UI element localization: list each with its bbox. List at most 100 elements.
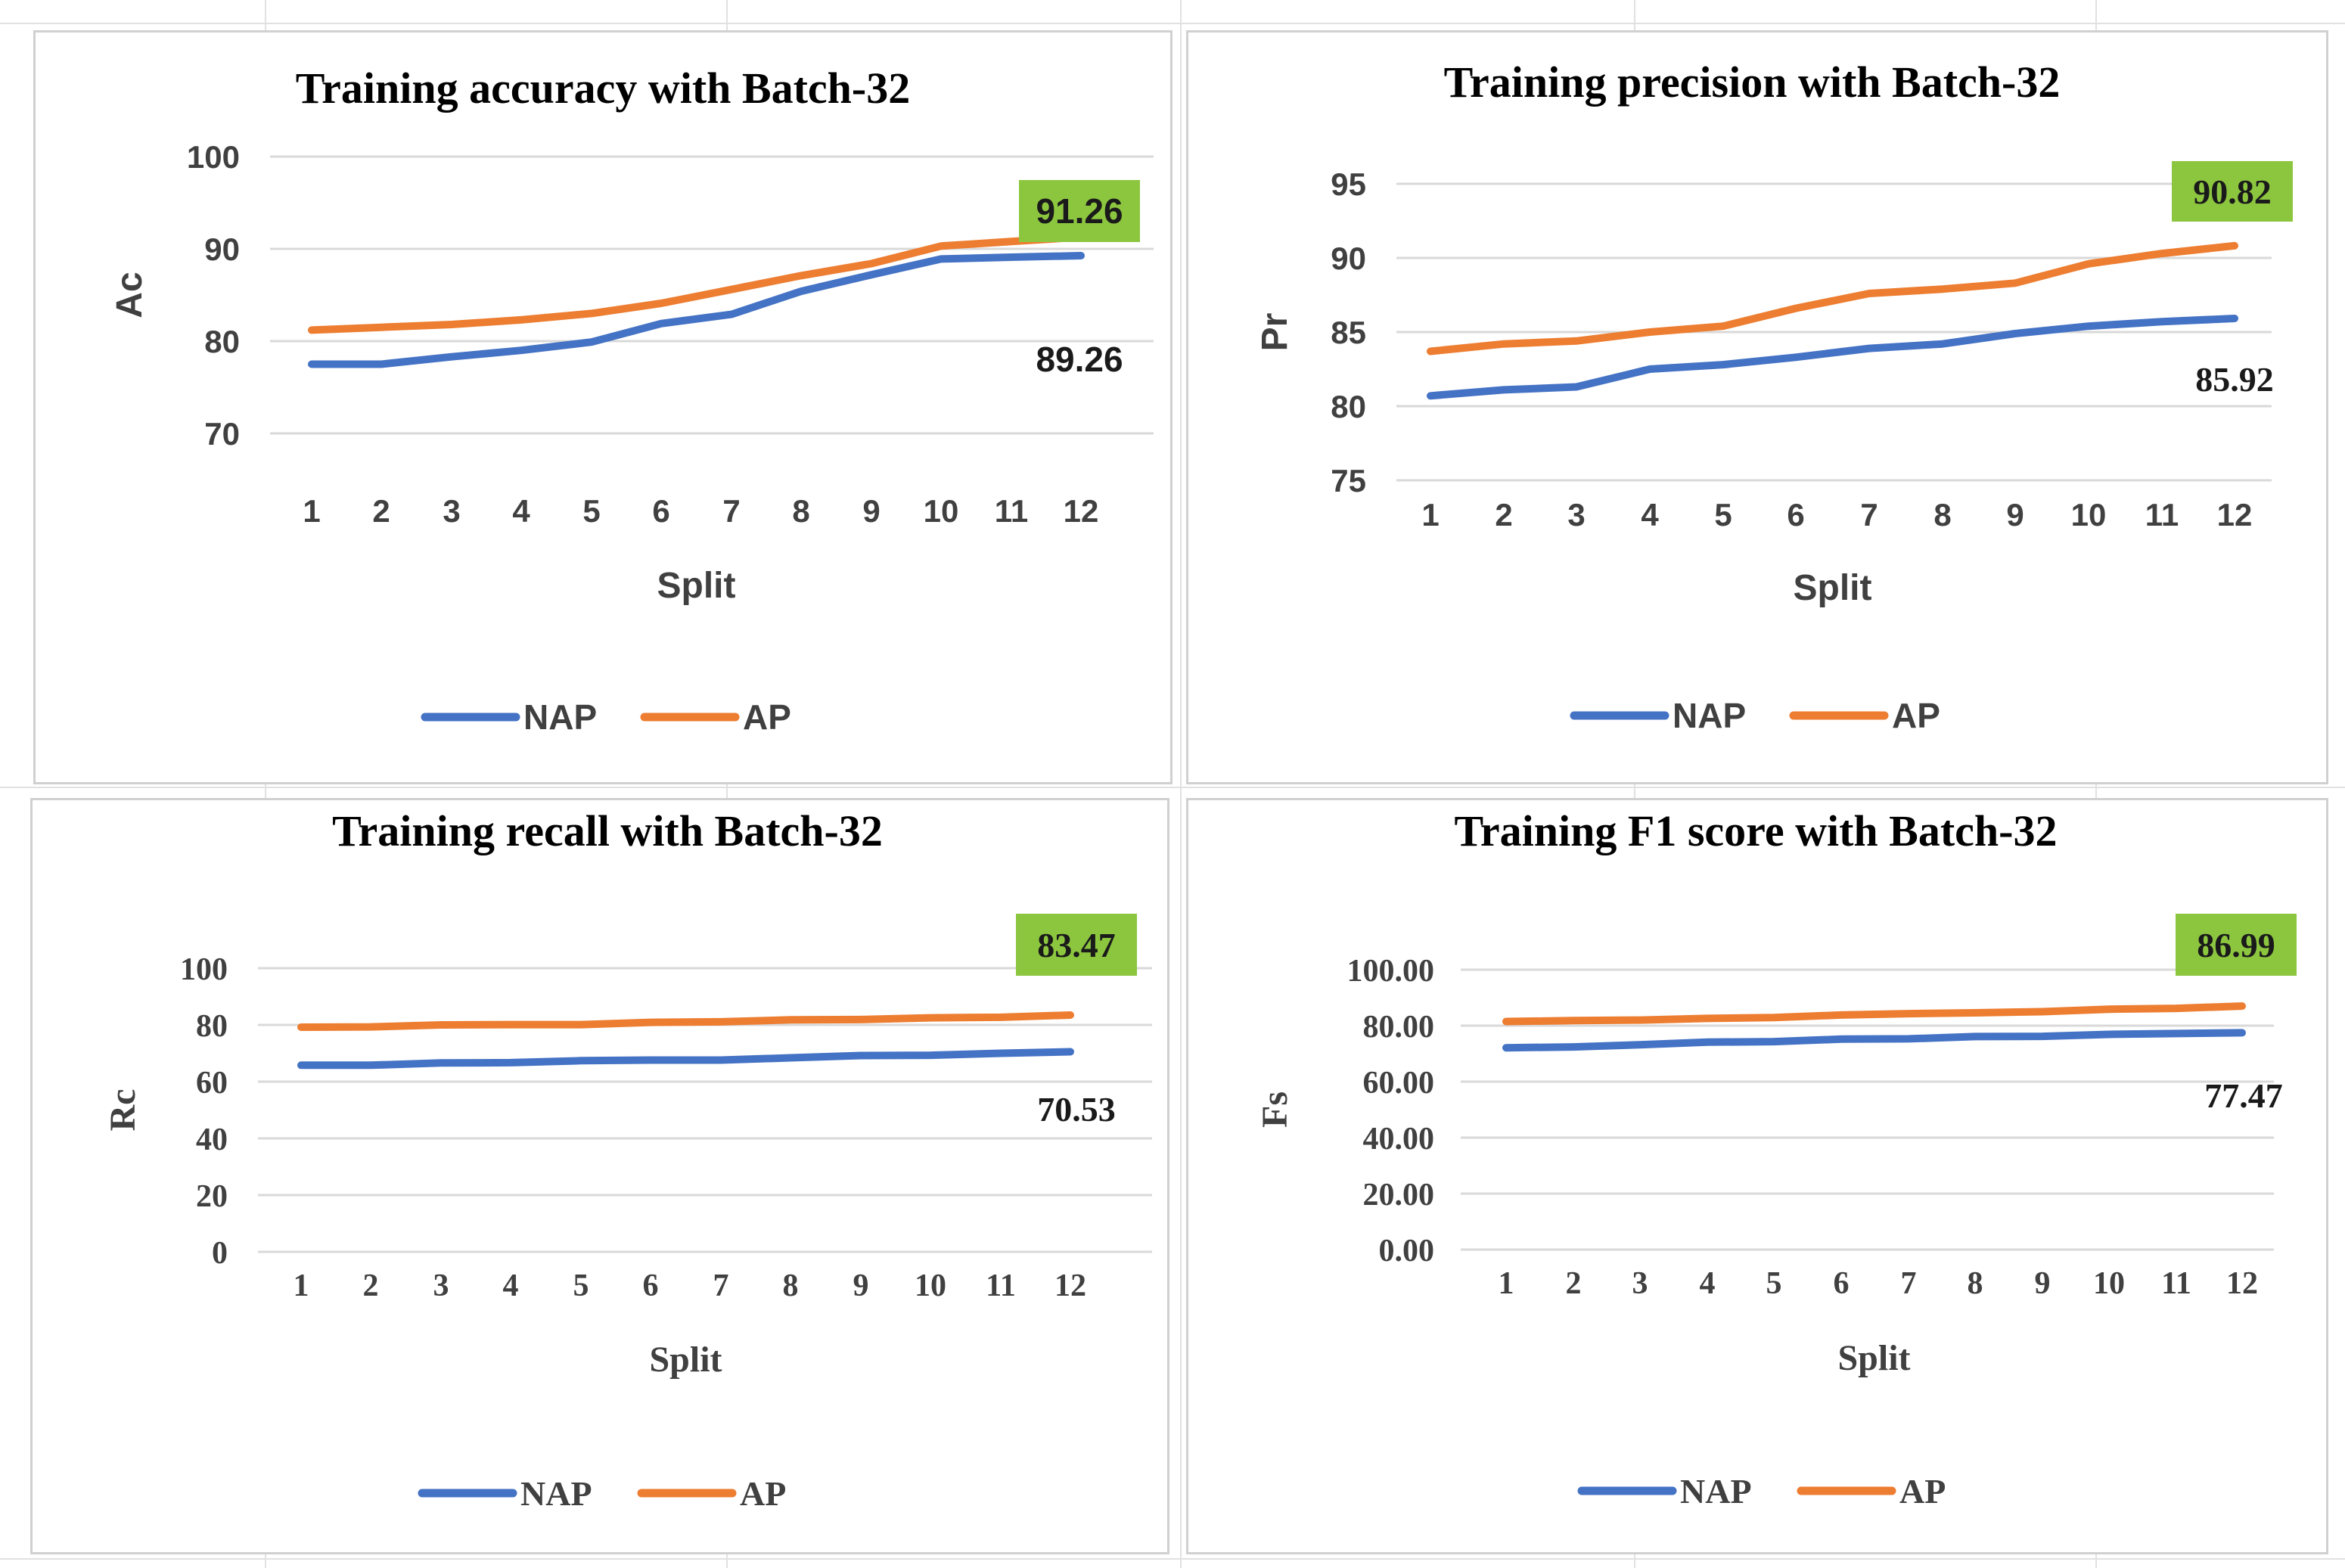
nap-end-label: 89.26 xyxy=(1036,340,1123,379)
y-tick-label: 20 xyxy=(196,1179,228,1214)
x-tick-label: 1 xyxy=(294,1268,309,1303)
x-tick-label: 4 xyxy=(503,1268,519,1303)
x-tick-label: 3 xyxy=(433,1268,449,1303)
x-tick-label: 5 xyxy=(1714,497,1732,532)
x-tick-label: 1 xyxy=(303,493,320,529)
y-tick-label: 90 xyxy=(1331,241,1366,276)
x-tick-label: 7 xyxy=(1901,1266,1917,1301)
x-tick-label: 12 xyxy=(2226,1266,2258,1301)
chart-f1-score[interactable]: Training F1 score with Batch-32 0.00 20.00… xyxy=(1186,798,2328,1554)
y-tick-label: 80.00 xyxy=(1363,1010,1435,1045)
ap-end-label: 83.47 xyxy=(1037,926,1116,964)
series-line-nap[interactable] xyxy=(297,1048,1074,1070)
nap-end-label: 77.47 xyxy=(2204,1076,2283,1115)
y-tick-label: 80 xyxy=(196,1009,228,1044)
x-tick-label: 4 xyxy=(1641,497,1659,532)
x-tick-label: 2 xyxy=(1566,1266,1582,1301)
nap-end-label: 70.53 xyxy=(1037,1090,1116,1129)
y-tick-label: 80 xyxy=(1331,389,1366,424)
sheet-gridline xyxy=(0,1558,2345,1560)
series-line-ap[interactable] xyxy=(297,1011,1074,1031)
chart-svg: Training recall with Batch-32 0 20 40 60 80 10… xyxy=(103,806,1152,1513)
y-axis-label: Fs xyxy=(1255,1091,1295,1128)
legend-label-nap[interactable]: NAP xyxy=(1680,1472,1752,1511)
x-tick-label: 7 xyxy=(722,493,740,529)
ap-end-label-box xyxy=(2176,914,2297,976)
ap-end-label: 86.99 xyxy=(2197,926,2275,964)
x-tick-label: 8 xyxy=(792,493,809,529)
x-tick-label: 2 xyxy=(372,493,390,529)
y-tick-label: 0.00 xyxy=(1379,1234,1435,1268)
series-line-ap[interactable] xyxy=(1427,241,2238,356)
chart-title: Training F1 score with Batch-32 xyxy=(1455,806,2058,855)
sheet-gridline xyxy=(0,787,2345,788)
y-tick-label: 100 xyxy=(187,139,240,175)
legend-label-nap[interactable]: NAP xyxy=(520,1474,592,1513)
legend-label-nap[interactable]: NAP xyxy=(1673,696,1746,735)
legend-label-nap[interactable]: NAP xyxy=(523,697,597,737)
x-tick-label: 3 xyxy=(443,493,460,529)
y-tick-label: 75 xyxy=(1331,463,1366,498)
chart-precision[interactable]: Training precision with Batch-32 75 80 85 90… xyxy=(1186,30,2328,784)
series-line-nap[interactable] xyxy=(308,252,1085,368)
legend-label-ap[interactable]: AP xyxy=(743,697,791,737)
x-tick-label: 5 xyxy=(573,1268,589,1303)
chart-svg: Training accuracy with Batch-32 70 80 90 100… xyxy=(110,64,1154,737)
x-tick-label: 11 xyxy=(2145,497,2179,532)
x-tick-label: 5 xyxy=(582,493,600,529)
y-tick-label: 90 xyxy=(204,231,240,267)
x-tick-label: 12 xyxy=(1054,1268,1086,1303)
nap-end-label: 85.92 xyxy=(2195,360,2274,399)
ap-end-label: 91.26 xyxy=(1036,191,1123,231)
series-line-ap[interactable] xyxy=(1502,1002,2246,1026)
legend-label-ap[interactable]: AP xyxy=(740,1474,786,1513)
chart-title: Training accuracy with Batch-32 xyxy=(296,64,910,113)
x-tick-label: 11 xyxy=(986,1268,1016,1303)
x-tick-label: 5 xyxy=(1766,1266,1782,1301)
x-tick-label: 7 xyxy=(713,1268,729,1303)
chart-recall[interactable]: Training recall with Batch-32 0 20 40 60 80 10… xyxy=(30,798,1169,1554)
x-tick-label: 12 xyxy=(1064,493,1099,529)
y-tick-label: 0 xyxy=(212,1236,228,1271)
y-axis-label: Ac xyxy=(110,272,150,318)
ap-end-label-box xyxy=(1016,914,1137,976)
series-line-nap[interactable] xyxy=(1502,1029,2246,1052)
x-tick-label: 11 xyxy=(2161,1266,2191,1301)
y-tick-label: 100 xyxy=(180,952,228,987)
ap-end-label-box xyxy=(1019,180,1140,242)
y-tick-label: 70 xyxy=(204,416,240,452)
x-tick-label: 10 xyxy=(2071,497,2107,532)
legend-label-ap[interactable]: AP xyxy=(1899,1472,1946,1511)
chart-title: Training precision with Batch-32 xyxy=(1444,57,2061,107)
x-tick-label: 4 xyxy=(1700,1266,1716,1301)
y-tick-label: 95 xyxy=(1331,166,1366,202)
x-tick-label: 8 xyxy=(1933,497,1951,532)
x-tick-label: 9 xyxy=(862,493,880,529)
x-tick-label: 3 xyxy=(1567,497,1585,532)
chart-svg: Training precision with Batch-3275808590… xyxy=(1255,57,2293,735)
y-axis-label: Pr xyxy=(1255,313,1295,352)
sheet-gridline xyxy=(0,23,2345,24)
series-line-ap[interactable] xyxy=(308,233,1085,334)
x-tick-label: 4 xyxy=(512,493,530,529)
x-tick-label: 11 xyxy=(995,493,1028,529)
chart-title: Training recall with Batch-32 xyxy=(332,806,883,855)
x-axis-label: Split xyxy=(1837,1338,1910,1378)
x-tick-label: 2 xyxy=(1495,497,1512,532)
x-axis-label: Split xyxy=(649,1340,722,1380)
chart-accuracy[interactable]: Training accuracy with Batch-32 70 80 90 100… xyxy=(33,30,1172,784)
sheet-gridline xyxy=(1180,0,1182,1568)
y-tick-label: 80 xyxy=(204,324,240,359)
x-tick-label: 9 xyxy=(853,1268,869,1303)
legend-label-ap[interactable]: AP xyxy=(1892,696,1940,735)
y-tick-label: 60 xyxy=(196,1066,228,1101)
x-tick-label: 3 xyxy=(1632,1266,1648,1301)
x-tick-label: 12 xyxy=(2217,497,2253,532)
x-tick-label: 6 xyxy=(643,1268,659,1303)
series-line-nap[interactable] xyxy=(1427,315,2238,400)
x-tick-label: 8 xyxy=(783,1268,799,1303)
y-axis-label: Rc xyxy=(103,1089,143,1132)
x-tick-label: 10 xyxy=(924,493,959,529)
x-tick-label: 10 xyxy=(915,1268,946,1303)
